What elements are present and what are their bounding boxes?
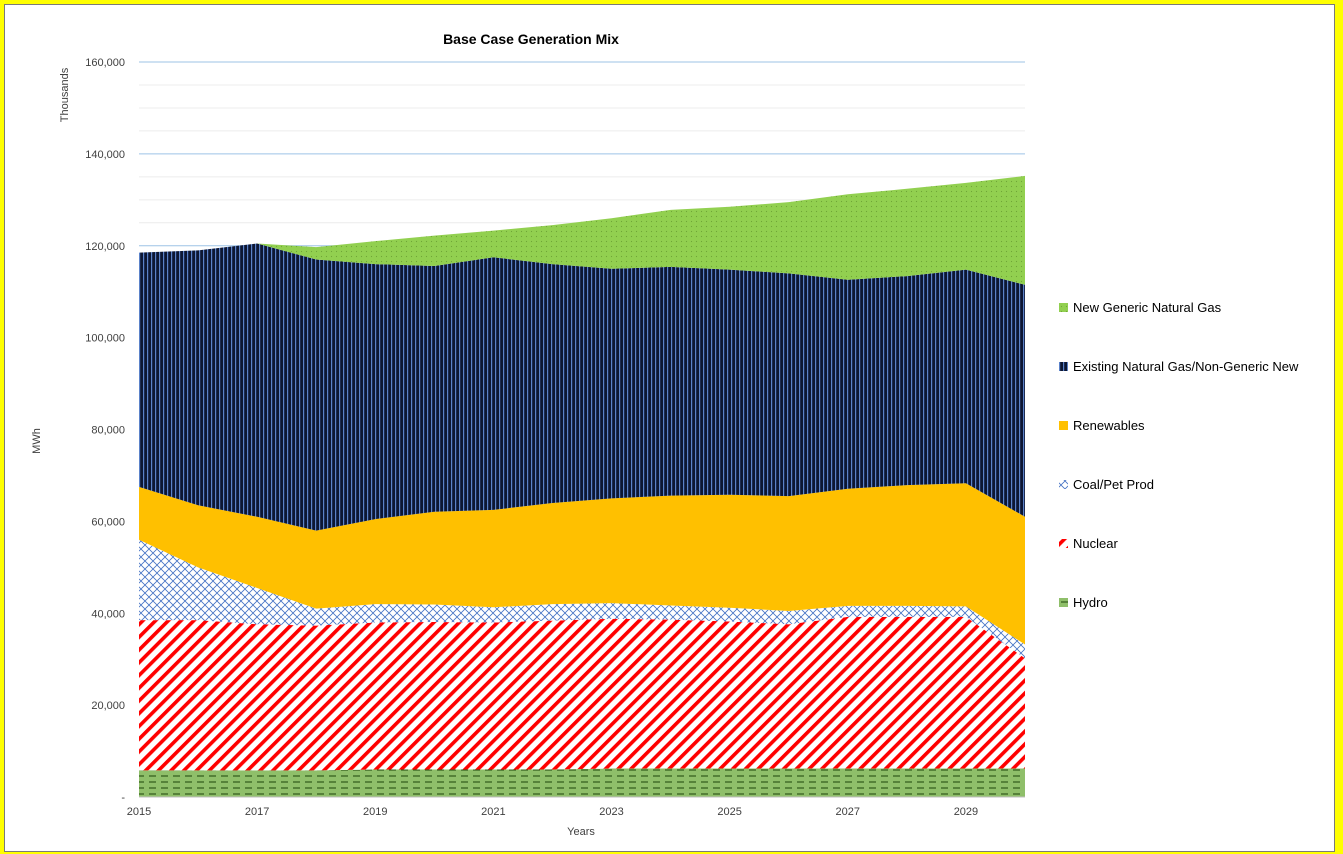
x-tick-label: 2019 [363, 806, 387, 818]
legend-swatch [1059, 598, 1068, 607]
generation-mix-chart: - 20,000 40,000 60,000 80,000 100,000 120,000 1… [31, 31, 1299, 838]
legend-label: Renewables [1073, 418, 1145, 433]
chart-title: Base Case Generation Mix [443, 31, 619, 47]
y-tick-label: 60,000 [91, 516, 125, 528]
area-hydro [139, 768, 1025, 797]
y-axis-ticks: - 20,000 40,000 60,000 80,000 100,000 120,000 1… [85, 57, 125, 804]
legend-item-renewables: Renewables [1059, 418, 1145, 433]
x-axis-title: Years [567, 826, 595, 838]
legend-item-existing-natural-gas-non-generic-new: Existing Natural Gas/Non-Generic New [1059, 359, 1299, 374]
x-tick-label: 2025 [717, 806, 741, 818]
legend-item-nuclear: Nuclear [1059, 536, 1118, 551]
legend-label: New Generic Natural Gas [1073, 300, 1222, 315]
area-renewables [139, 483, 1025, 645]
legend-label: Nuclear [1073, 536, 1118, 551]
legend-item-new-generic-natural-gas: New Generic Natural Gas [1059, 300, 1222, 315]
x-tick-label: 2029 [954, 806, 978, 818]
chart-frame: - 20,000 40,000 60,000 80,000 100,000 120,000 1… [4, 4, 1335, 852]
x-tick-label: 2021 [481, 806, 505, 818]
legend-swatch [1059, 539, 1068, 548]
legend: New Generic Natural Gas Existing Natural … [1059, 300, 1299, 610]
area-nuclear [139, 616, 1025, 771]
legend-swatch [1059, 362, 1068, 371]
area-new-generic-natural-gas [139, 175, 1025, 285]
legend-item-coal-pet-prod: Coal/Pet Prod [1059, 477, 1154, 492]
legend-swatch [1059, 421, 1068, 430]
y-tick-label: 40,000 [91, 608, 125, 620]
legend-swatch [1059, 303, 1068, 312]
legend-label: Hydro [1073, 595, 1108, 610]
y-tick-label: - [121, 792, 125, 804]
y-tick-label: 20,000 [91, 700, 125, 712]
legend-label: Existing Natural Gas/Non-Generic New [1073, 359, 1299, 374]
y-axis-title: MWh [31, 428, 43, 454]
legend-label: Coal/Pet Prod [1073, 477, 1154, 492]
x-tick-label: 2027 [836, 806, 860, 818]
x-tick-label: 2023 [599, 806, 623, 818]
y-tick-label: 140,000 [85, 149, 125, 161]
stacked-areas [139, 175, 1025, 797]
x-axis-ticks: 2015 2017 2019 2021 2023 2025 2027 2029 [127, 806, 978, 818]
y-tick-label: 100,000 [85, 333, 125, 345]
area-existing-natural-gas-non-generic-new [139, 243, 1025, 531]
legend-item-hydro: Hydro [1059, 595, 1108, 610]
x-tick-label: 2017 [245, 806, 269, 818]
x-tick-label: 2015 [127, 806, 151, 818]
y-tick-label: 120,000 [85, 241, 125, 253]
y-tick-label: 160,000 [85, 57, 125, 69]
y-tick-label: 80,000 [91, 425, 125, 437]
legend-swatch [1059, 480, 1068, 489]
y-axis-units-label: Thousands [59, 67, 71, 122]
